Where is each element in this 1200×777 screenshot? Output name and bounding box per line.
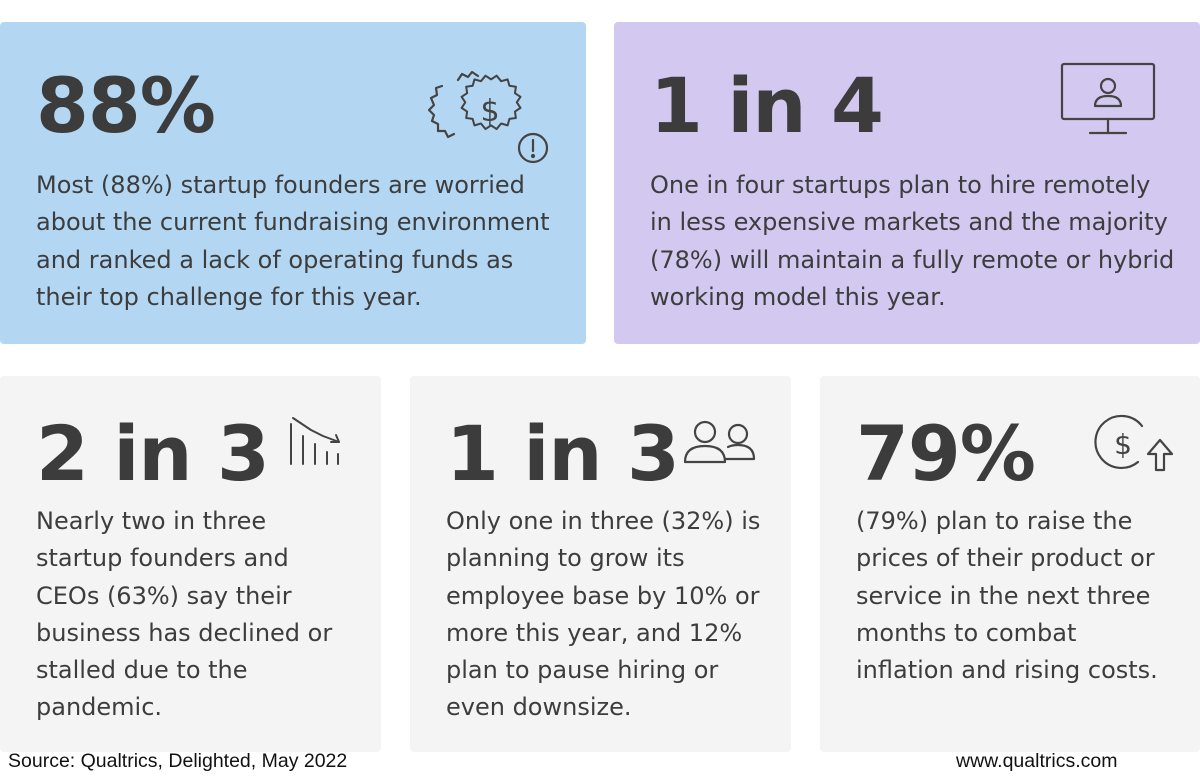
stat-card-fundraising: 88% $ Most (88%) startup founders are wo… — [0, 22, 586, 344]
people-icon — [682, 418, 758, 466]
stat-value: 2 in 3 — [36, 409, 270, 498]
stat-card-price-raise: 79% $ (79%) plan to raise the prices of … — [820, 376, 1200, 752]
stat-card-business-decline: 2 in 3 Nearly two in three startup found… — [0, 376, 381, 752]
stat-value: 1 in 4 — [650, 61, 884, 150]
monitor-user-icon — [1060, 62, 1156, 136]
source-note: Source: Qualtrics, Delighted, May 2022 — [8, 750, 348, 772]
stat-description: (79%) plan to raise the prices of their … — [856, 507, 1158, 685]
stat-description: Nearly two in three startup founders and… — [36, 507, 333, 722]
dollar-coin-arrow-up-icon: $ — [1094, 412, 1174, 474]
gear-dollar-alert-icon: $ — [428, 58, 552, 164]
stat-description: One in four startups plan to hire remote… — [650, 171, 1175, 311]
stat-card-remote-hiring: 1 in 4 One in four startups plan to hire… — [614, 22, 1200, 344]
website-link[interactable]: www.qualtrics.com — [956, 750, 1118, 772]
declining-chart-icon — [287, 414, 343, 468]
svg-text:$: $ — [1114, 428, 1132, 461]
svg-text:$: $ — [480, 94, 499, 129]
stat-description: Most (88%) startup founders are worried … — [36, 171, 550, 311]
stat-card-employee-growth: 1 in 3 Only one in three (32%) is planni… — [410, 376, 791, 752]
stat-value: 79% — [856, 409, 1036, 498]
stat-value: 88% — [36, 61, 216, 150]
stat-description: Only one in three (32%) is planning to g… — [446, 507, 761, 722]
stat-value: 1 in 3 — [446, 409, 680, 498]
